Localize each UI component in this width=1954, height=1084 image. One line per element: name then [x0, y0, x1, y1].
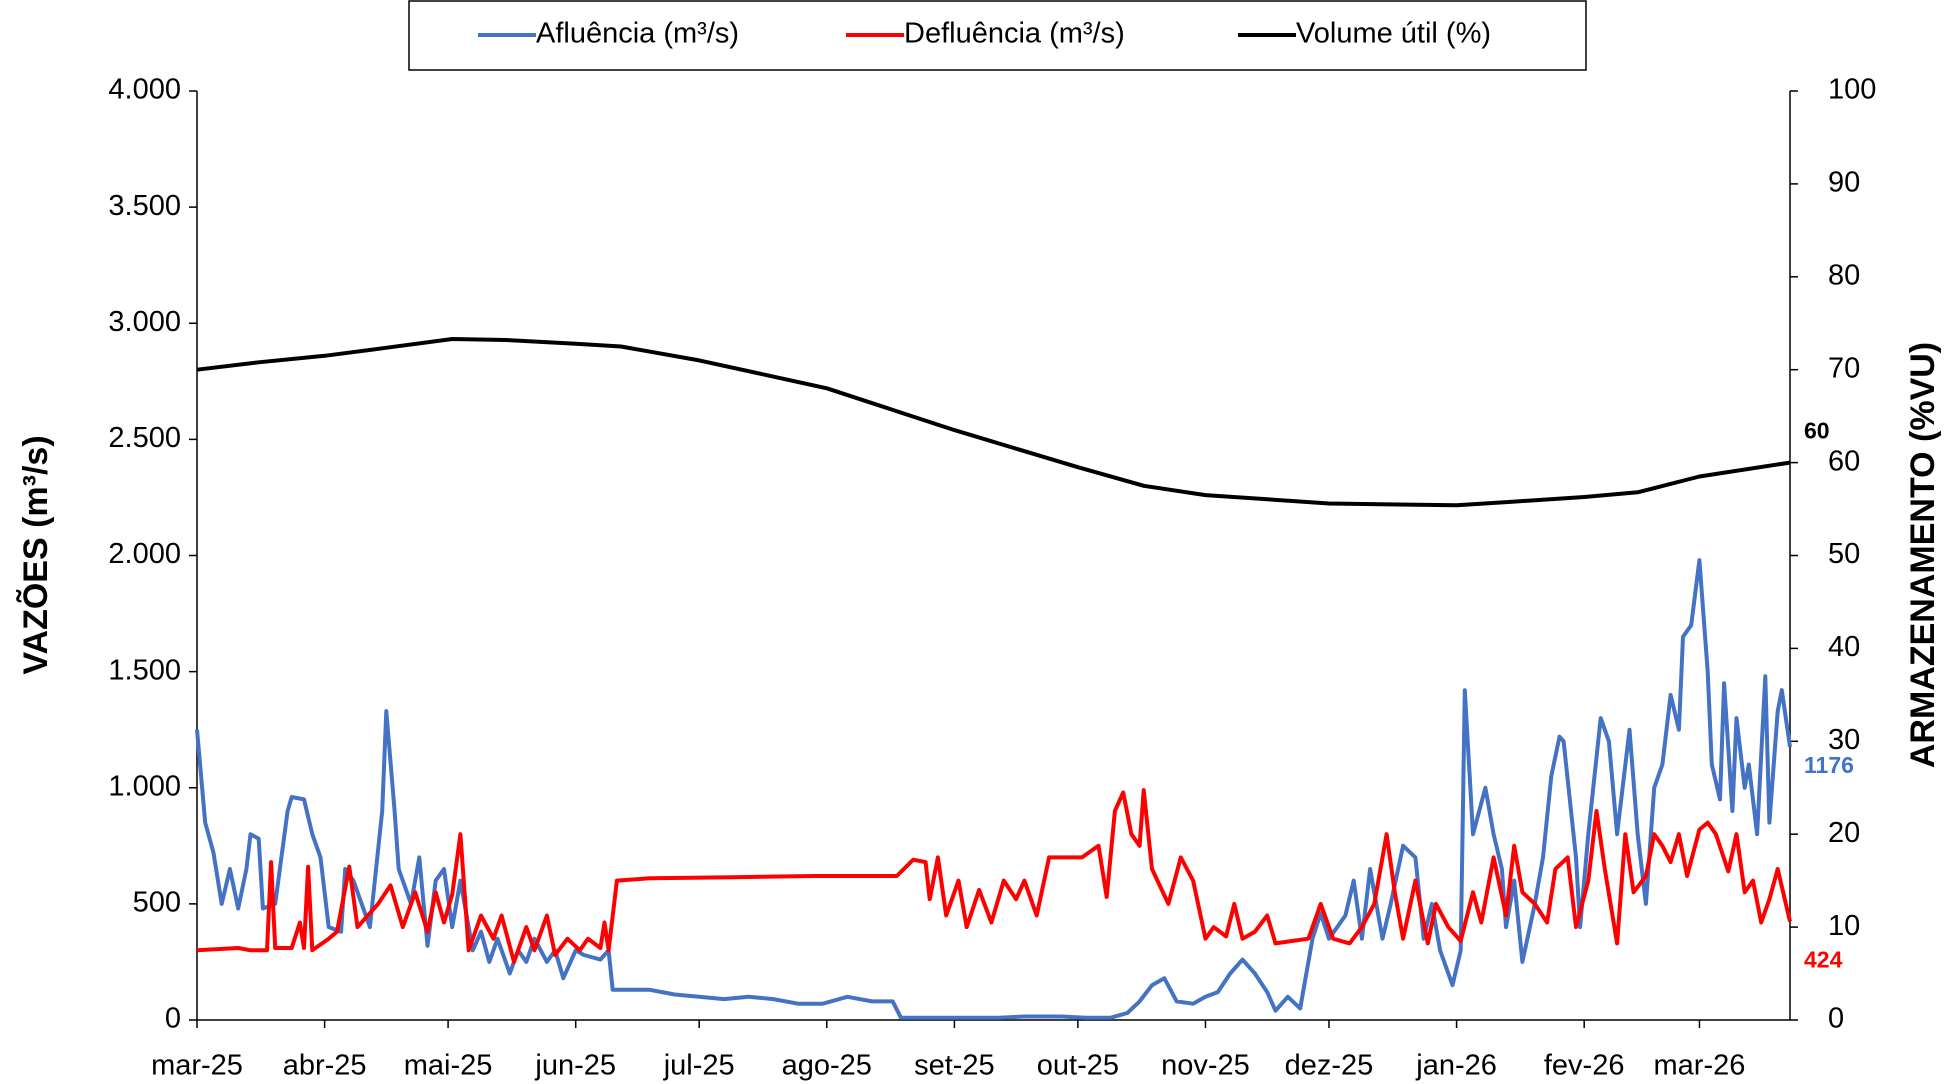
- series-line: [195, 558, 1792, 1020]
- x-tick-label: abr-25: [283, 1050, 367, 1082]
- y2-tick-label: 20: [1828, 817, 1860, 849]
- y2-tick-label: 10: [1828, 910, 1860, 942]
- y-axis-title: VAZÕES (m³/s): [17, 435, 55, 674]
- y2-tick-label: 100: [1828, 74, 1876, 106]
- x-tick-label: out-25: [1037, 1050, 1119, 1082]
- x-tick-label: set-25: [914, 1050, 995, 1082]
- x-tick-label: dez-25: [1285, 1050, 1374, 1082]
- end-value-label: 1176: [1804, 752, 1854, 778]
- x-tick-label: nov-25: [1161, 1050, 1250, 1082]
- x-tick-label: jun-25: [534, 1050, 616, 1082]
- y-tick-label: 3.500: [108, 190, 181, 222]
- legend-box: [408, 0, 1587, 71]
- y-tick-label: 1.500: [108, 654, 181, 686]
- series-line: [196, 788, 1792, 964]
- series-line: [196, 337, 1791, 508]
- y2-tick-label: 70: [1828, 352, 1860, 384]
- x-tick-label: jan-26: [1415, 1050, 1497, 1082]
- legend-label: Defluência (m³/s): [904, 18, 1125, 50]
- y2-axis-title: ARMAZENAMENTO (%VU): [1904, 342, 1942, 768]
- y2-tick-label: 60: [1828, 445, 1860, 477]
- y2-tick-label: 40: [1828, 631, 1860, 663]
- y2-tick-label: 50: [1828, 538, 1860, 570]
- y-tick-label: 2.000: [108, 538, 181, 570]
- y-tick-label: 3.000: [108, 306, 181, 338]
- end-value-label: 60: [1804, 418, 1830, 444]
- y-tick-label: 1.000: [108, 770, 181, 802]
- x-tick-label: mar-26: [1654, 1050, 1746, 1082]
- x-tick-label: fev-26: [1544, 1050, 1625, 1082]
- x-tick-label: ago-25: [782, 1050, 872, 1082]
- x-tick-label: mar-25: [151, 1050, 243, 1082]
- y2-tick-label: 30: [1828, 724, 1860, 756]
- y2-tick-label: 90: [1828, 167, 1860, 199]
- y-tick-label: 500: [133, 887, 181, 919]
- end-value-label: 424: [1804, 947, 1843, 973]
- y-tick-label: 4.000: [108, 74, 181, 106]
- legend-label: Volume útil (%): [1296, 18, 1491, 50]
- legend-label: Afluência (m³/s): [536, 18, 739, 50]
- x-tick-label: jul-25: [663, 1050, 735, 1082]
- y-tick-label: 0: [165, 1003, 181, 1035]
- x-tick-label: mai-25: [404, 1050, 493, 1082]
- y2-tick-label: 80: [1828, 259, 1860, 291]
- y-tick-label: 2.500: [108, 422, 181, 454]
- y2-tick-label: 0: [1828, 1003, 1844, 1035]
